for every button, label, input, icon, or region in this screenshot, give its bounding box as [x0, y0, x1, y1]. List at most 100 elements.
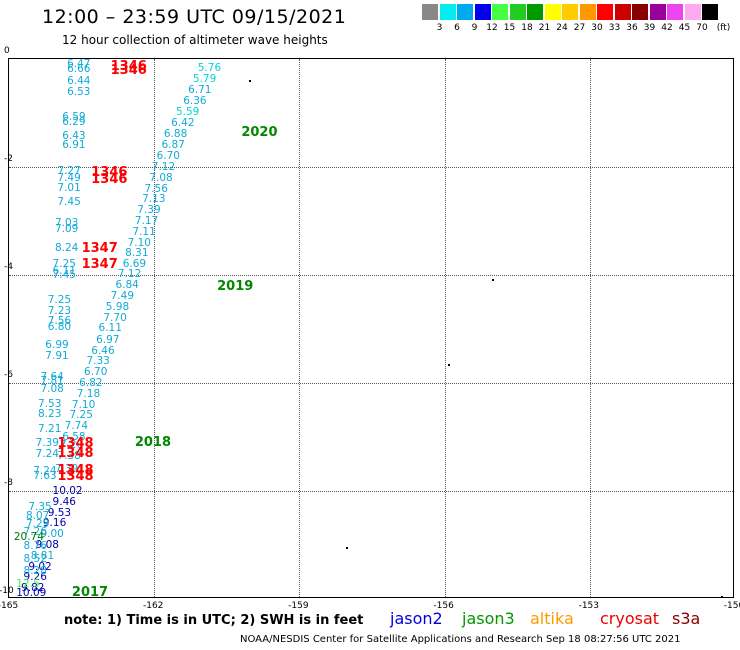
pass-number-label: 1348: [57, 468, 94, 484]
wave-height-value: 7.39: [35, 437, 59, 450]
legend-swatch: [614, 4, 632, 20]
wave-height-value: 6.69: [122, 258, 147, 271]
wave-height-value: 8.24: [54, 242, 79, 254]
pass-number-label: 1348: [57, 446, 94, 462]
legend-label: 3: [436, 23, 443, 33]
wave-height-value: 6.11: [52, 264, 76, 277]
wave-height-value: 7.24: [35, 448, 59, 461]
legend-unit: (ft): [716, 23, 731, 33]
map-title: 12:00 – 23:59 UTC 09/15/2021: [42, 6, 347, 28]
wave-height-value: 7.70: [103, 312, 127, 325]
x-tick-label: -156: [433, 601, 454, 611]
wave-height-value: 5.98: [105, 301, 130, 314]
x-tick-label: -162: [142, 601, 164, 611]
wave-height-value: 6.82: [79, 377, 103, 389]
legend-label: 30: [591, 23, 603, 33]
wave-height-value: 7.12: [117, 268, 142, 281]
legend-swatch: [597, 4, 614, 20]
wave-height-value: 7.25: [47, 293, 72, 306]
wave-height-value: 10.02: [52, 485, 83, 497]
wave-height-value: 7.64: [40, 370, 64, 383]
y-tick-label: 0: [4, 46, 10, 56]
grid-line-lon: [444, 59, 446, 597]
legend-swatch: [667, 4, 684, 20]
legend-label: 9: [471, 23, 478, 33]
wave-height-value: 9.26: [23, 571, 47, 584]
legend-label: 33: [608, 23, 621, 33]
wave-height-value: 7.23: [47, 305, 72, 318]
wave-height-value: 8.76: [23, 540, 47, 553]
pass-number-label: 1347: [81, 241, 118, 256]
grid-line-lat: [9, 275, 733, 276]
legend-swatch: [509, 4, 527, 20]
legend-label: 70: [696, 23, 708, 33]
wave-height-value: 6.47: [67, 58, 91, 70]
wave-height-value: 7.74: [64, 420, 89, 433]
wave-height-value: 7.38: [57, 449, 81, 462]
wave-height-value: 6.42: [171, 117, 195, 130]
wave-height-value: 6.88: [163, 128, 188, 141]
legend-label: 42: [661, 23, 673, 33]
wave-height-value: 7.33: [86, 355, 110, 368]
island-marker: [448, 364, 450, 366]
wave-height-value: 7.45: [57, 196, 81, 209]
map-subtitle: 12 hour collection of altimeter wave hei…: [62, 33, 328, 47]
wave-height-value: 7.45: [52, 269, 76, 281]
wave-height-value: 7.25: [69, 409, 93, 422]
legend-label: 45: [678, 23, 691, 33]
wave-height-value: 7.27: [57, 165, 81, 178]
legend-swatch: [439, 4, 457, 20]
wave-height-value: 7.91: [45, 350, 69, 362]
wave-height-value: 7.21: [38, 422, 62, 435]
wave-height-value: 7.81: [40, 374, 64, 387]
wave-height-value: 6.66: [67, 62, 91, 75]
pass-number-label: 2017: [71, 585, 109, 600]
x-tick-label: -150: [723, 601, 740, 611]
island-marker: [346, 547, 348, 549]
legend-label: 24: [556, 23, 568, 33]
wave-height-value: 6.58: [62, 431, 86, 443]
wave-height-value: 8.81: [30, 549, 55, 562]
wave-height-value: 8.07: [25, 510, 50, 523]
wave-height-value: 5.76: [197, 62, 222, 75]
footnote: note: 1) Time is in UTC; 2) SWH is in fe…: [64, 613, 364, 628]
wave-height-value: 6.80: [47, 321, 72, 334]
island-marker: [721, 596, 723, 598]
wave-height-value: 6.29: [62, 115, 86, 128]
wave-height-value: 7.26: [23, 525, 47, 538]
wave-height-value: 7.09: [54, 222, 79, 235]
wave-height-value: 8.28: [23, 564, 47, 577]
wave-height-value: 7.03: [54, 217, 79, 230]
wave-height-value: 7.01: [57, 181, 81, 194]
legend-swatch: [492, 4, 509, 20]
legend-swatch: [649, 4, 667, 20]
grid-line-lat: [9, 491, 733, 492]
satellite-s3a: s3a: [672, 609, 701, 628]
x-tick-label: -165: [0, 601, 19, 611]
wave-height-value: 8.52: [23, 552, 47, 565]
wave-height-value: 7.39: [137, 204, 161, 217]
pass-number-label: 1347: [81, 257, 118, 273]
wave-height-value: 7.17: [134, 215, 159, 227]
legend-swatch: [702, 4, 719, 20]
wave-height-value: 9.53: [47, 506, 72, 519]
x-tick-label: -159: [288, 601, 309, 611]
wave-height-value: 7.13: [142, 193, 166, 206]
wave-height-value: 20.74: [13, 531, 44, 544]
wave-height-value: 7.24: [33, 465, 57, 478]
wave-height-value: 7.25: [52, 258, 76, 271]
legend-swatch: [457, 4, 474, 20]
wave-height-value: 9.82: [21, 582, 45, 595]
satellite-cryosat: cryosat: [600, 609, 660, 628]
legend-swatch: [527, 4, 544, 20]
grid-line-lon: [589, 59, 591, 597]
wave-height-value: 7.11: [132, 225, 156, 238]
wave-height-value: 6.87: [161, 139, 185, 152]
legend-label: 15: [503, 23, 516, 33]
wave-height-value: 7.63: [33, 469, 57, 482]
wave-height-value: 7.08: [40, 383, 64, 396]
island-marker: [492, 279, 494, 281]
legend-swatch: [632, 4, 649, 20]
wave-height-value: 5.79: [192, 72, 217, 85]
pass-number-label: 1348: [57, 463, 94, 479]
